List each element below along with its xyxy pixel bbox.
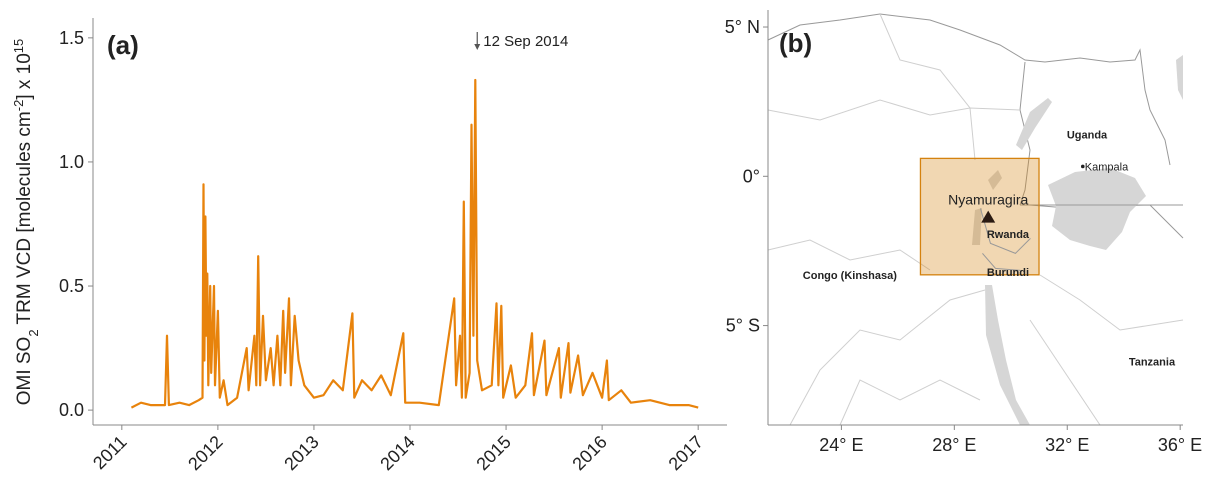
- border: [767, 239, 931, 271]
- panel-label: (b): [779, 28, 812, 58]
- map-background: [767, 10, 1184, 426]
- place-label: Rwanda: [987, 229, 1030, 241]
- x-tick-label: 2012: [184, 432, 226, 474]
- annotation-arrowhead: [474, 44, 481, 50]
- y-axis-label-part: 2: [26, 329, 41, 336]
- y-tick-label: 0°: [743, 166, 760, 186]
- border: [879, 13, 976, 161]
- region-box: [919, 157, 1040, 276]
- place-marker: [1080, 164, 1085, 169]
- border: [1039, 274, 1184, 331]
- lake-victoria: [1048, 168, 1146, 250]
- x-tick-label: 2013: [280, 432, 322, 474]
- volcano-marker: [981, 210, 996, 223]
- y-axis-label-part: TRM VCD [molecules cm: [14, 111, 35, 329]
- lake-turkana: [1176, 55, 1183, 100]
- annotation: 12 Sep 2014: [483, 33, 568, 50]
- y-tick-label: 1.5: [59, 28, 84, 48]
- place-label: Nyamuragira: [948, 192, 1028, 208]
- place-label: Burundi: [987, 267, 1029, 279]
- border: [789, 289, 986, 426]
- y-axis-label: OMI SO2 TRM VCD [molecules cm-2] x 1015: [11, 39, 41, 406]
- x-tick-label: 2015: [472, 432, 514, 474]
- border: [767, 99, 1021, 121]
- y-tick-label: 1.0: [59, 152, 84, 172]
- y-tick-label: 5° S: [726, 316, 760, 336]
- border: [1029, 319, 1101, 426]
- x-tick-label: 36° E: [1158, 435, 1202, 455]
- x-tick-label: 2017: [665, 432, 707, 474]
- x-tick-label: 2016: [568, 432, 610, 474]
- x-tick-label: 2011: [89, 432, 131, 474]
- place-label: Uganda: [1067, 130, 1108, 142]
- x-tick-label: 24° E: [819, 435, 863, 455]
- lake-edward: [988, 170, 1002, 190]
- panel-label: (a): [107, 30, 139, 60]
- x-tick-label: 2014: [376, 432, 418, 474]
- border: [767, 13, 1171, 166]
- y-tick-label: 0.0: [59, 400, 84, 420]
- y-axis-label-part: ] x 10: [14, 53, 35, 99]
- x-tick-label: 32° E: [1045, 435, 1089, 455]
- border: [1019, 61, 1031, 206]
- place-label: Tanzania: [1129, 356, 1176, 368]
- lake-albert: [1016, 98, 1052, 150]
- border: [839, 379, 981, 426]
- lake-tanganyika: [985, 285, 1030, 425]
- y-tick-label: 0.5: [59, 276, 84, 296]
- x-tick-label: 28° E: [932, 435, 976, 455]
- y-axis-label-part: 15: [11, 39, 26, 53]
- y-axis-label-part: -2: [11, 100, 26, 112]
- y-tick-label: 5° N: [725, 17, 760, 37]
- border: [979, 208, 1031, 271]
- place-label: Congo (Kinshasa): [803, 270, 897, 282]
- series-line: [130, 78, 699, 409]
- place-label: Kampala: [1085, 161, 1129, 173]
- lake-kivu: [972, 208, 982, 245]
- y-axis-label-part: OMI SO: [14, 337, 35, 406]
